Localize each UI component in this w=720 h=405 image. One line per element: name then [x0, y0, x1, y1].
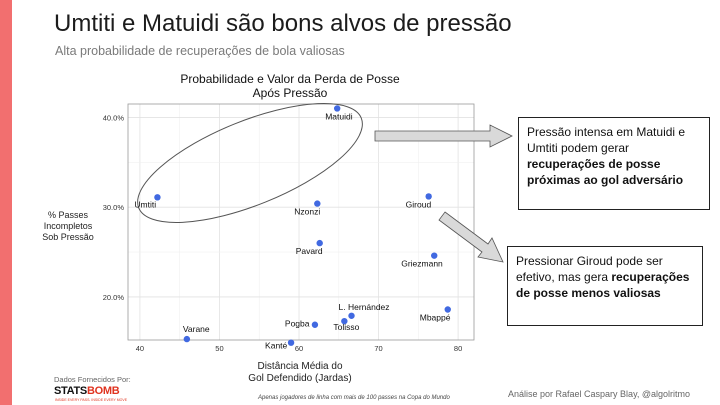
data-point-label: Umtiti — [134, 199, 156, 209]
data-point-pogba — [311, 321, 319, 328]
chart-title-line-1: Probabilidade e Valor da Perda de Posse — [180, 72, 400, 86]
data-point-label: Pogba — [285, 319, 310, 329]
data-point-label: Matuidi — [325, 111, 353, 121]
y-tick-label: 20.0% — [103, 293, 125, 302]
logo-tagline: INSIDE EVERY PASS. INSIDE EVERY MOVE — [55, 398, 128, 402]
x-tick-label: 50 — [215, 344, 223, 353]
callout-1-text: Pressão intensa em Matuidi e Umtiti pode… — [527, 125, 686, 155]
accent-bar — [0, 0, 12, 405]
x-tick-label: 40 — [136, 344, 144, 353]
highlight-ellipse — [137, 103, 363, 223]
y-axis-label: % Passes Incompletos Sob Pressão — [36, 210, 100, 243]
chart-title-line-2: Após Pressão — [252, 86, 328, 100]
x-tick-label: 80 — [454, 344, 462, 353]
logo-part-1: STATS — [54, 385, 87, 397]
data-point-matuidi — [333, 105, 341, 112]
data-point-label: Pavard — [296, 246, 323, 256]
data-point-giroud — [425, 193, 432, 200]
data-point-pavard — [316, 239, 323, 247]
callout-matuidi-umtiti: Pressão intensa em Matuidi e Umtiti pode… — [518, 117, 710, 210]
data-point-label: L. Hernández — [339, 302, 390, 312]
callout-1-bold: recuperações de posse próximas ao gol ad… — [527, 157, 684, 187]
data-provider-label: Dados Fornecidos Por: — [54, 375, 131, 384]
data-point-tolisso — [341, 317, 348, 325]
x-axis-label-line-1: Distância Média do — [257, 361, 343, 372]
data-point-mbapp- — [444, 306, 451, 313]
arrow-to-callout-1 — [374, 124, 513, 148]
data-point-label: Griezmann — [401, 259, 443, 269]
x-axis-label-line-2: Gol Defendido (Jardas) — [248, 373, 352, 384]
data-point-nzonzi — [314, 200, 321, 207]
y-tick-label: 40.0% — [103, 113, 125, 122]
x-tick-label: 70 — [374, 344, 382, 353]
logo-part-2: BOMB — [86, 385, 120, 397]
slide-title: Umtiti e Matuidi são bons alvos de press… — [54, 10, 512, 37]
data-point-label: Kanté — [265, 341, 287, 351]
x-axis-label: Distância Média do Gol Defendido (Jardas… — [240, 361, 360, 385]
data-points: Matuidi Umtiti Nzonzi Giroud Pavard Griezmann… — [134, 105, 451, 351]
callout-2-text: Pressionar Giroud pode ser efetivo, mas … — [516, 254, 663, 284]
slide-subtitle: Alta probabilidade de recuperações de bo… — [55, 44, 345, 58]
y-axis-label-line-2: Incompletos — [43, 221, 93, 231]
callout-giroud: Pressionar Giroud pode ser efetivo, mas … — [507, 246, 703, 326]
data-point-kant- — [287, 339, 295, 346]
y-tick-label: 30.0% — [103, 203, 125, 212]
y-axis-label-line-3: Sob Pressão — [42, 232, 94, 242]
callout-2-bold: recuperações de posse menos valiosas — [516, 270, 690, 300]
data-point-griezmann — [431, 252, 438, 259]
author-credit: Análise por Rafael Caspary Blay, @algolr… — [508, 389, 691, 399]
data-point-umtiti — [154, 194, 161, 201]
data-point-label: Giroud — [406, 199, 432, 209]
data-point-l-hern-ndez — [348, 312, 355, 319]
data-point-varane — [183, 335, 191, 343]
y-axis-label-line-1: % Passes — [47, 210, 89, 220]
data-point-label: Varane — [183, 324, 210, 334]
chart-footnote: Apenas jogadores de linha com mais de 10… — [257, 395, 450, 401]
x-tick-label: 60 — [295, 344, 303, 353]
plot-frame — [127, 103, 475, 341]
data-point-label: Mbappé — [420, 312, 451, 322]
data-point-label: Tolisso — [333, 322, 359, 332]
arrow-to-callout-2 — [438, 211, 504, 263]
statsbomb-logo: STATSBOMB — [54, 385, 120, 397]
axis-ticks: 40 50 60 70 80 20.0% 30.0% 40.0% — [103, 113, 463, 353]
data-point-label: Nzonzi — [294, 207, 320, 217]
chart-title: Probabilidade e Valor da Perda de Posse … — [150, 72, 430, 100]
